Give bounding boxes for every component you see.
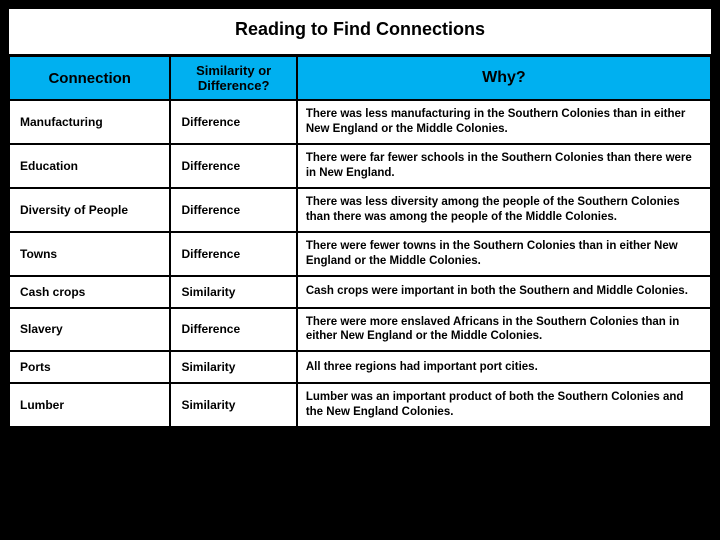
table-row: LumberSimilarityLumber was an important … [9,383,711,427]
slide-container: Reading to Find Connections Connection S… [0,0,720,436]
cell-type: Similarity [170,383,296,427]
header-connection: Connection [9,56,170,100]
cell-why: There were more enslaved Africans in the… [297,308,711,352]
connections-table: Connection Similarity or Difference? Why… [8,55,712,428]
cell-connection: Towns [9,232,170,276]
cell-type: Similarity [170,351,296,383]
table-row: EducationDifferenceThere were far fewer … [9,144,711,188]
cell-why: There were far fewer schools in the Sout… [297,144,711,188]
cell-connection: Manufacturing [9,100,170,144]
header-simdiff: Similarity or Difference? [170,56,296,100]
cell-type: Difference [170,188,296,232]
cell-why: Cash crops were important in both the So… [297,276,711,308]
cell-type: Difference [170,144,296,188]
cell-connection: Slavery [9,308,170,352]
table-header-row: Connection Similarity or Difference? Why… [9,56,711,100]
table-row: SlaveryDifferenceThere were more enslave… [9,308,711,352]
cell-why: There were fewer towns in the Southern C… [297,232,711,276]
cell-type: Similarity [170,276,296,308]
cell-type: Difference [170,232,296,276]
cell-why: Lumber was an important product of both … [297,383,711,427]
page-title: Reading to Find Connections [8,8,712,55]
cell-type: Difference [170,100,296,144]
table-row: Diversity of PeopleDifferenceThere was l… [9,188,711,232]
cell-connection: Lumber [9,383,170,427]
cell-connection: Education [9,144,170,188]
cell-connection: Ports [9,351,170,383]
header-why: Why? [297,56,711,100]
cell-why: All three regions had important port cit… [297,351,711,383]
cell-connection: Cash crops [9,276,170,308]
cell-why: There was less manufacturing in the Sout… [297,100,711,144]
cell-why: There was less diversity among the peopl… [297,188,711,232]
table-row: TownsDifferenceThere were fewer towns in… [9,232,711,276]
cell-type: Difference [170,308,296,352]
cell-connection: Diversity of People [9,188,170,232]
table-row: PortsSimilarityAll three regions had imp… [9,351,711,383]
table-row: ManufacturingDifferenceThere was less ma… [9,100,711,144]
table-row: Cash cropsSimilarityCash crops were impo… [9,276,711,308]
